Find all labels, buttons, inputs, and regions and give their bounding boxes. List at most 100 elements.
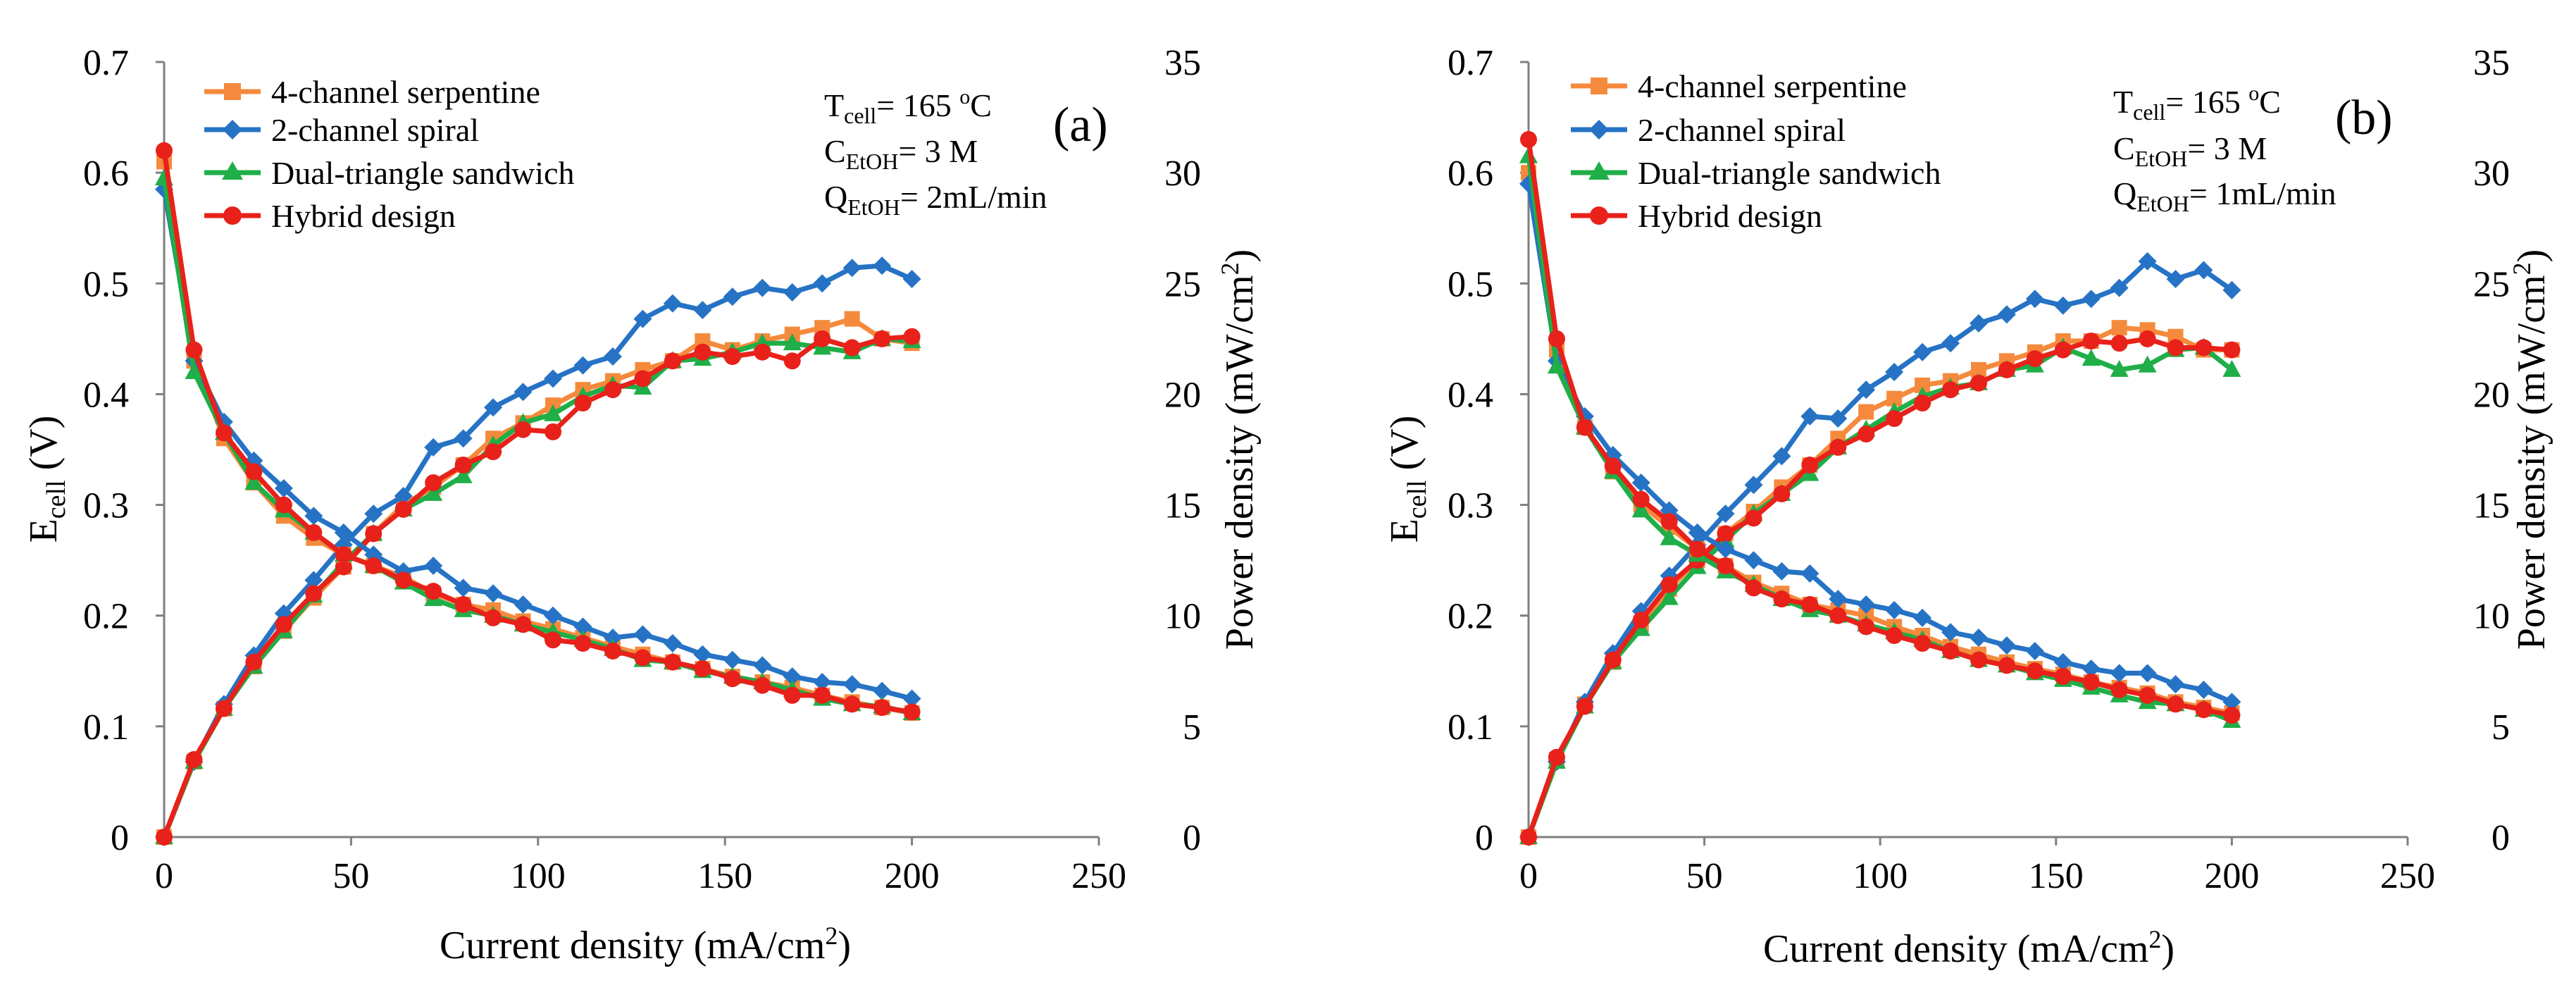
power-point — [1772, 447, 1791, 466]
voltage-point — [1913, 608, 1932, 627]
y2-tick-label: 15 — [1164, 486, 1201, 526]
power-point — [2053, 296, 2072, 315]
voltage-point — [514, 616, 532, 633]
condition-flow-rate: QEtOH= 1mL/min — [2113, 175, 2337, 216]
power-point — [1913, 342, 1932, 361]
voltage-point — [753, 656, 772, 675]
voltage-point — [335, 546, 352, 564]
power-point — [664, 352, 681, 370]
voltage-point — [305, 524, 323, 541]
voltage-point — [2222, 693, 2241, 712]
x-tick-label: 100 — [511, 856, 566, 896]
voltage-point — [723, 650, 742, 669]
x-axis-title-b: Current density (mA/cm2) — [1763, 925, 2174, 971]
power-point — [663, 294, 682, 313]
legend-label: Dual-triangle sandwich — [271, 155, 574, 191]
x-tick-label: 150 — [697, 856, 752, 896]
voltage-point — [185, 362, 204, 379]
power-point — [2195, 339, 2213, 357]
power-point — [156, 829, 173, 846]
x-tick-label: 200 — [2204, 856, 2259, 896]
power-point — [1604, 651, 1622, 669]
power-point — [2222, 359, 2241, 377]
legend-entry: 2-channel spiral — [1571, 112, 1846, 148]
condition-temperature: Tcell= 165 oC — [824, 85, 992, 128]
power-point — [2111, 320, 2127, 336]
voltage-point — [1941, 623, 1960, 642]
power-point — [2139, 330, 2156, 347]
voltage-point — [1688, 523, 1707, 542]
power-point — [185, 751, 203, 768]
condition-concentration: CEtOH= 3 M — [2113, 130, 2267, 171]
voltage-point — [544, 606, 563, 625]
voltage-point — [1886, 627, 1903, 644]
y2-tick-label: 0 — [1183, 818, 1201, 858]
power-point — [1717, 525, 1734, 543]
power-point — [424, 438, 443, 457]
power-point — [2082, 333, 2100, 349]
voltage-point — [185, 341, 203, 359]
power-point — [2054, 341, 2072, 359]
condition-concentration: CEtOH= 3 M — [824, 133, 978, 174]
voltage-point — [2139, 686, 2156, 704]
voltage-point — [1800, 564, 1819, 583]
x-tick-label: 250 — [1071, 856, 1126, 896]
power-point — [514, 421, 532, 438]
power-point — [1801, 457, 1819, 473]
power-point — [844, 311, 860, 327]
voltage-point — [1548, 330, 1565, 347]
voltage-point — [903, 703, 921, 721]
x-tick-label: 0 — [1519, 856, 1538, 896]
legend-entry: Hybrid design — [204, 198, 456, 234]
power-point — [1744, 476, 1763, 495]
power-point — [1886, 390, 1903, 407]
power-point — [783, 283, 802, 302]
y2-tick-label: 30 — [2473, 154, 2510, 194]
power-point — [2110, 359, 2129, 377]
power-point — [783, 333, 802, 351]
power-point — [2082, 290, 2101, 309]
voltage-point — [2082, 659, 2101, 679]
y-tick-label: 0.2 — [1448, 597, 1493, 637]
voltage-point — [394, 571, 412, 589]
power-point — [842, 259, 861, 278]
power-point — [1858, 404, 1874, 420]
voltage-point — [694, 660, 711, 678]
condition-flow-rate: QEtOH= 2mL/min — [824, 179, 1047, 220]
power-point — [1886, 410, 1903, 427]
power-point — [305, 585, 323, 602]
power-point — [2222, 280, 2241, 299]
voltage-point — [425, 583, 442, 600]
power-point — [2082, 349, 2101, 366]
voltage-point — [873, 681, 892, 700]
y-tick-label: 0.4 — [1448, 375, 1493, 415]
power-point — [215, 700, 232, 717]
legend-label: Hybrid design — [271, 198, 456, 234]
voltage-point — [2053, 652, 2072, 671]
voltage-point — [1688, 540, 1706, 558]
power-point — [1941, 334, 1960, 353]
voltage-point — [1717, 557, 1734, 574]
power-point — [545, 423, 562, 440]
y-tick-label: 0.7 — [83, 43, 129, 83]
power-point — [1857, 380, 1876, 400]
power-point — [1773, 485, 1791, 502]
power-point — [2138, 355, 2157, 373]
voltage-point — [215, 424, 232, 442]
voltage-point — [843, 695, 861, 713]
power-point — [1800, 407, 1819, 426]
power-point — [2138, 252, 2157, 271]
power-point — [604, 381, 621, 399]
power-point — [2166, 270, 2185, 288]
voltage-point — [574, 635, 592, 652]
y2-tick-label: 15 — [2473, 486, 2510, 526]
voltage-point — [783, 686, 801, 704]
legend-entry: 4-channel serpentine — [204, 74, 540, 110]
power-point — [693, 301, 712, 319]
power-point — [2026, 350, 2043, 368]
voltage-point — [454, 578, 473, 597]
y-tick-label: 0.3 — [83, 486, 129, 526]
voltage-point — [1576, 419, 1593, 436]
power-point — [723, 348, 741, 365]
y2-axis-title-b: Power density (mW/cm2) — [2508, 249, 2553, 650]
